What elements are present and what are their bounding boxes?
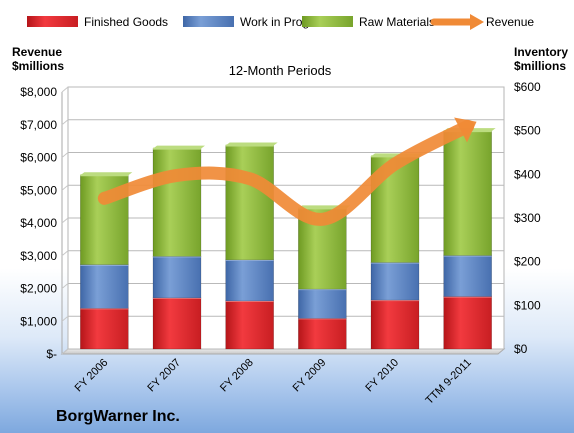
legend-swatch-work-in-progress [183,16,234,27]
bar-work-in-progress [80,264,129,309]
gridline-side [61,86,69,93]
right-axis-title-line2: $millions [514,59,566,73]
legend-item-finished-goods: Finished Goods [27,15,168,29]
bar-top-face [153,145,205,149]
bar-raw-materials [443,130,492,256]
plot-floor [60,348,506,355]
left-tick-label: $5,000 [20,183,57,197]
gridline-side [61,250,69,257]
bar-work-in-progress [298,288,347,319]
right-axis-ticks: $0 $100 $200 $300 $400 $500 $600 [514,80,541,356]
bar-top-face [225,142,278,146]
legend-item-raw-materials: Raw Materials [302,15,435,29]
bar-stack-2 [152,145,205,350]
legend-arrow-icon [470,14,484,30]
company-name: BorgWarner Inc. [56,408,180,425]
bar-stack-3 [225,142,278,350]
bar-work-in-progress [225,259,274,302]
legend-swatch-finished-goods [27,16,78,27]
left-axis-title-line2: $millions [12,59,64,73]
gridline-side [61,283,69,289]
right-axis-title-line1: Inventory [514,45,568,59]
legend-swatch-raw-materials [302,16,353,27]
left-axis-ticks: $- $1,000 $2,000 $3,000 $4,000 $5,000 $6,000 $7… [20,85,57,361]
x-axis-ticks: FY 2006 FY 2007 FY 2008 FY 2009 FY 2010 TTM 9… [73,357,474,407]
left-tick-label: $7,000 [20,118,57,132]
right-tick-label: $200 [514,255,541,269]
bar-work-in-progress [443,255,492,297]
revenue-line [97,117,477,226]
left-tick-label: $1,000 [20,314,57,328]
right-tick-label: $500 [514,124,541,138]
bar-finished-goods [225,300,274,350]
bars [80,128,496,350]
left-tick-label: $3,000 [20,249,57,263]
x-tick-label: FY 2009 [291,357,329,395]
gridline-side [61,348,69,355]
legend: Finished Goods Work in Progress Raw Mate… [27,14,534,30]
bar-stack-4 [298,205,351,350]
x-tick-label: FY 2007 [145,357,183,395]
gridline-side [61,119,69,126]
x-tick-label: TTM 9-2011 [424,357,474,407]
bar-finished-goods [443,296,492,350]
left-tick-label: $- [46,347,57,361]
left-tick-label: $6,000 [20,151,57,165]
left-axis-title-line1: Revenue [12,45,62,59]
bar-top-face [80,172,133,176]
legend-label-revenue: Revenue [486,15,534,29]
right-tick-label: $100 [514,298,541,312]
revenue-arrowhead-icon [454,117,477,143]
right-tick-label: $0 [514,342,528,356]
gridline-side [61,315,69,322]
left-tick-label: $8,000 [20,85,57,99]
legend-label-finished-goods: Finished Goods [84,15,168,29]
legend-label-raw-materials: Raw Materials [359,15,435,29]
bar-finished-goods [152,297,202,350]
x-tick-label: FY 2010 [363,357,401,395]
x-tick-label: FY 2006 [73,357,111,395]
bar-work-in-progress [152,256,202,299]
right-tick-label: $300 [514,211,541,225]
left-tick-label: $4,000 [20,216,57,230]
right-tick-label: $400 [514,167,541,181]
gridline-side [61,184,69,191]
revenue-series-line [97,119,475,226]
right-tick-label: $600 [514,80,541,94]
bar-finished-goods [80,308,129,350]
legend-item-revenue: Revenue [430,14,534,30]
gridlines [61,86,504,355]
bar-raw-materials [225,145,274,261]
bar-raw-materials [152,148,202,257]
x-tick-label: FY 2008 [218,357,256,395]
chart-subtitle: 12-Month Periods [229,63,332,78]
bar-work-in-progress [370,262,420,301]
left-tick-label: $2,000 [20,282,57,296]
gridline-side [61,217,69,224]
bar-finished-goods [370,299,420,350]
gridline-side [61,152,69,158]
bar-stack-5 [370,153,423,350]
bar-finished-goods [298,318,347,350]
bar-stack-6 [443,128,496,350]
bar-stack-1 [80,172,133,350]
